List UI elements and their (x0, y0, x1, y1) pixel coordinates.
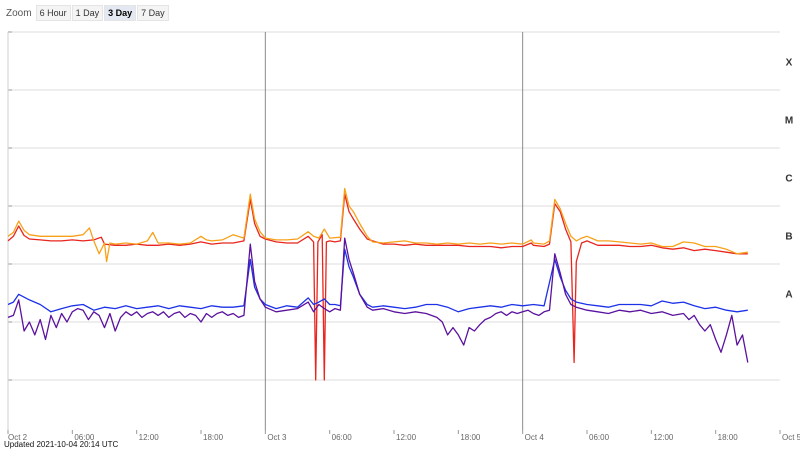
x-tick-label: Oct 3 (267, 433, 287, 442)
x-tick-label: Oct 4 (525, 433, 545, 442)
class-label-x: X (786, 57, 793, 68)
x-tick-label: 06:00 (74, 433, 95, 442)
x-tick-label: 06:00 (589, 433, 610, 442)
x-tick-label: 12:00 (396, 433, 417, 442)
x-tick-label: 12:00 (653, 433, 674, 442)
class-label-c: C (785, 173, 792, 184)
x-tick-label: Oct 2 (8, 433, 28, 442)
x-tick-label: 18:00 (203, 433, 224, 442)
zoom-3-day-button[interactable]: 3 Day (104, 5, 137, 21)
series-line-3 (7, 248, 748, 313)
chart-grid (7, 31, 780, 430)
zoom-1-day-button[interactable]: 1 Day (71, 5, 104, 21)
x-tick-label: Oct 5 (782, 433, 800, 442)
x-tick-label: 18:00 (718, 433, 739, 442)
zoom-6-hour-button[interactable]: 6 Hour (35, 5, 71, 21)
x-tick-label: 06:00 (332, 433, 353, 442)
updated-timestamp: Updated 2021-10-04 20:14 UTC (4, 440, 119, 449)
class-label-m: M (785, 115, 793, 126)
series-line-1 (7, 193, 748, 381)
x-tick-label: 18:00 (460, 433, 481, 442)
class-label-a: A (785, 289, 792, 300)
x-tick-label: 12:00 (139, 433, 160, 442)
zoom-bar: Zoom 6 Hour 1 Day 3 Day 7 Day (6, 5, 170, 21)
flare-class-labels: X M C B A (785, 57, 793, 300)
series-line-2 (7, 187, 748, 263)
class-label-b: B (785, 231, 792, 242)
x-axis: Oct 2 06:00 12:00 18:00 Oct 3 06:00 12:00 18:00… (7, 430, 800, 442)
series-line-4 (7, 237, 749, 363)
zoom-7-day-button[interactable]: 7 Day (137, 5, 169, 21)
zoom-label: Zoom (6, 7, 32, 19)
chart-series (7, 187, 749, 381)
